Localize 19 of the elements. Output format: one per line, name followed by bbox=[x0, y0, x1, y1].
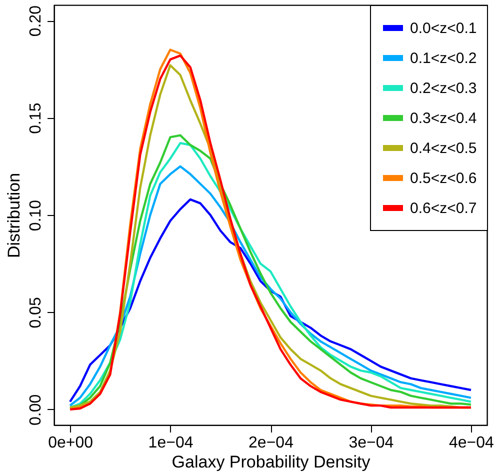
y-axis-title: Distribution bbox=[4, 172, 24, 258]
legend-label: 0.3<z<0.4 bbox=[410, 110, 477, 127]
y-tick-label: 0.15 bbox=[28, 102, 44, 134]
x-axis-title: Galaxy Probability Density bbox=[172, 452, 371, 472]
x-tick-label: 3e−04 bbox=[348, 434, 394, 452]
y-tick-label: 0.10 bbox=[28, 200, 44, 232]
x-tick-label: 2e−04 bbox=[248, 434, 294, 452]
legend-label: 0.6<z<0.7 bbox=[410, 200, 477, 217]
y-tick-label: 0.20 bbox=[28, 5, 44, 37]
legend-label: 0.4<z<0.5 bbox=[410, 140, 477, 157]
legend-label: 0.0<z<0.1 bbox=[410, 20, 477, 37]
x-tick-label: 0e+00 bbox=[48, 434, 94, 452]
y-tick-label: 0.05 bbox=[28, 297, 44, 328]
x-tick-label: 1e−04 bbox=[148, 434, 194, 452]
legend-label: 0.1<z<0.2 bbox=[410, 50, 477, 67]
legend-label: 0.5<z<0.6 bbox=[410, 170, 477, 187]
legend-label: 0.2<z<0.3 bbox=[410, 80, 477, 97]
y-tick-label: 0.00 bbox=[28, 394, 44, 426]
x-tick-label: 4e−04 bbox=[448, 434, 494, 452]
